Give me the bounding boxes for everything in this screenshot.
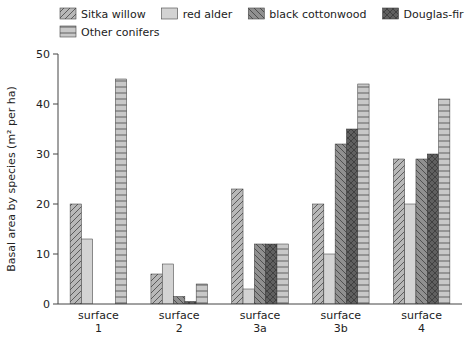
bar: [358, 84, 369, 304]
bar: [196, 284, 207, 304]
x-tick-label-line: surface: [159, 309, 200, 322]
legend-swatch: [60, 26, 76, 37]
y-tick-label: 0: [43, 298, 50, 311]
x-tick-label-line: surface: [320, 309, 361, 322]
plot-area: [58, 54, 462, 304]
bar: [416, 159, 427, 304]
x-tick-label-line: 3b: [334, 322, 348, 335]
y-tick-label: 20: [36, 198, 50, 211]
bars: [70, 79, 450, 304]
x-tick-label-line: surface: [78, 309, 119, 322]
y-tick-label: 50: [36, 48, 50, 61]
y-tick: [53, 304, 58, 305]
bar: [151, 274, 162, 304]
x-tick-label-line: surface: [401, 309, 442, 322]
y-tick-label: 10: [36, 248, 50, 261]
x-tick-label: surface1: [78, 309, 119, 335]
legend: Sitka willow red alder black cottonwood Dou…: [60, 8, 464, 39]
legend-swatch: [383, 8, 399, 19]
y-tick: [53, 54, 58, 55]
bar: [266, 244, 277, 304]
bar: [405, 204, 416, 304]
y-tick: [53, 254, 58, 255]
bar: [427, 154, 438, 304]
legend-label: black cottonwood: [269, 8, 366, 21]
bar: [81, 239, 92, 304]
x-tick-label: surface2: [159, 309, 200, 335]
bar: [232, 189, 243, 304]
legend-swatch: [248, 8, 264, 19]
y-tick: [53, 204, 58, 205]
bar: [162, 264, 173, 304]
bar: [313, 204, 324, 304]
legend-label: Other conifers: [81, 26, 160, 39]
x-tick-label: surface3a: [240, 309, 281, 335]
bar: [335, 144, 346, 304]
y-axis-line: [58, 54, 59, 304]
bar: [243, 289, 254, 304]
y-tick-label: 30: [36, 148, 50, 161]
x-tick-label-line: 1: [95, 322, 102, 335]
legend-label: Douglas-fir: [404, 8, 465, 21]
x-tick-label: surface3b: [320, 309, 361, 335]
chart: Sitka willow red alder black cottonwood Dou…: [0, 0, 474, 344]
x-tick-label: surface4: [401, 309, 442, 335]
bar: [254, 244, 265, 304]
y-axis-label: Basal area by species (m² per ha): [5, 86, 18, 272]
legend-swatch: [60, 8, 76, 19]
legend-label: red alder: [183, 8, 233, 21]
bar: [324, 254, 335, 304]
x-tick-label-line: 3a: [253, 322, 267, 335]
y-tick: [53, 154, 58, 155]
x-tick-label-line: surface: [240, 309, 281, 322]
legend-item: red alder: [162, 8, 233, 21]
x-axis-line: [58, 304, 462, 305]
bar: [277, 244, 288, 304]
legend-item: Douglas-fir: [383, 8, 465, 21]
legend-item: black cottonwood: [248, 8, 366, 21]
x-tick-label-line: 2: [176, 322, 183, 335]
y-tick: [53, 104, 58, 105]
bar: [393, 159, 404, 304]
legend-item: Other conifers: [60, 26, 160, 39]
legend-swatch: [162, 8, 178, 19]
y-tick-label: 40: [36, 98, 50, 111]
legend-item: Sitka willow: [60, 8, 146, 21]
bar: [346, 129, 357, 304]
legend-label: Sitka willow: [81, 8, 146, 21]
x-tick-label-line: 4: [418, 322, 425, 335]
bar: [439, 99, 450, 304]
bar: [70, 204, 81, 304]
bar: [174, 297, 185, 305]
bar: [115, 79, 126, 304]
